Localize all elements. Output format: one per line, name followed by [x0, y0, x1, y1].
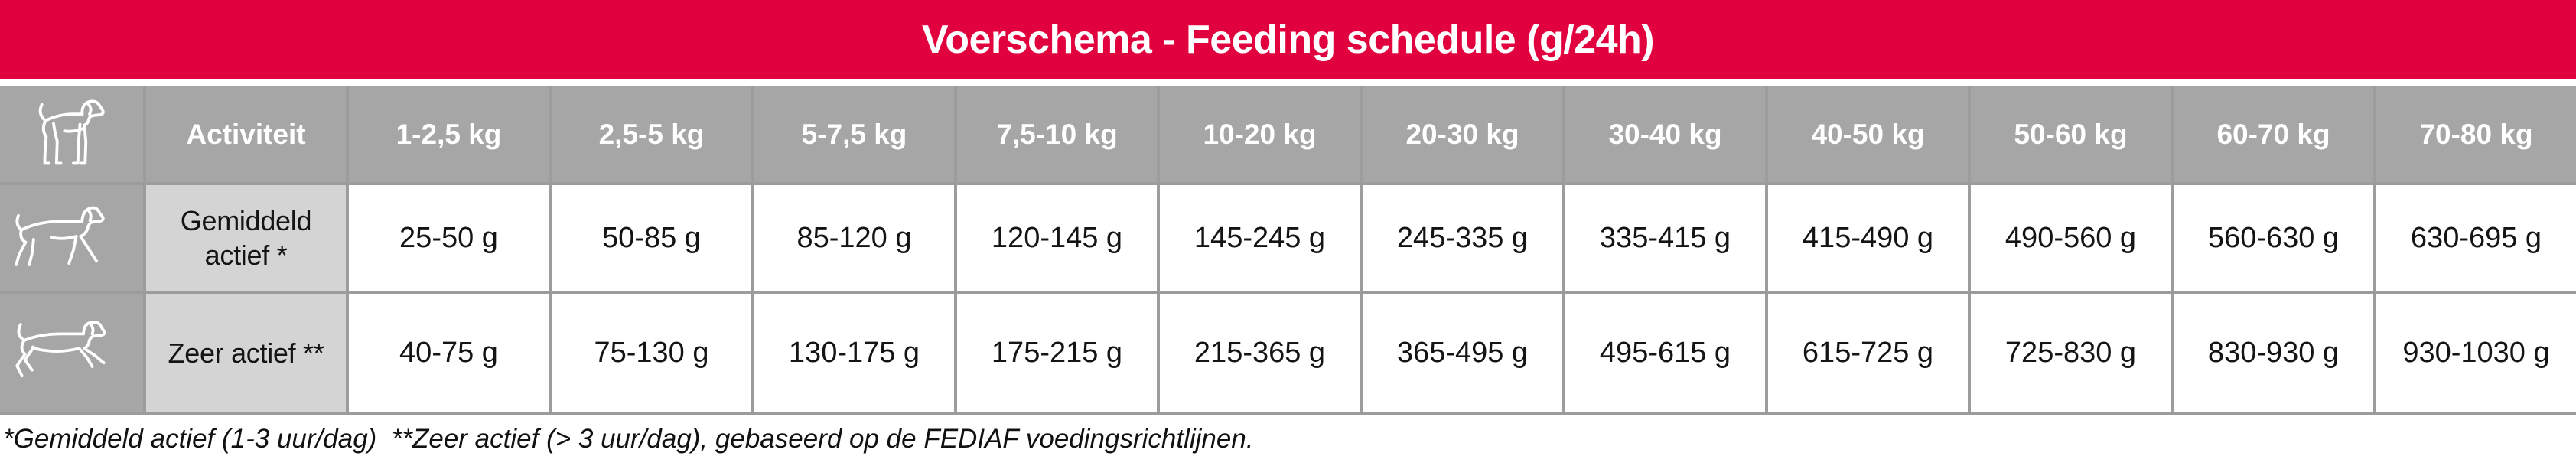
feeding-amount: 145-245 g	[1160, 185, 1360, 291]
column-header-weight: 70-80 kg	[2376, 86, 2576, 182]
footnote: *Gemiddeld actief (1-3 uur/dag) **Zeer a…	[3, 424, 1254, 454]
feeding-schedule-table: Activiteit 1-2,5 kg 2,5-5 kg 5-7,5 kg 7,…	[0, 86, 2576, 415]
column-header-weight: 10-20 kg	[1160, 86, 1360, 182]
feeding-amount: 725-830 g	[1971, 294, 2171, 412]
column-header-weight: 40-50 kg	[1768, 86, 1968, 182]
standing-dog-icon	[38, 99, 105, 164]
feeding-amount: 25-50 g	[349, 185, 549, 291]
column-header-weight: 2,5-5 kg	[552, 86, 751, 182]
row-icon-cell	[0, 185, 143, 291]
feeding-amount: 365-495 g	[1363, 294, 1562, 412]
column-header-weight: 1-2,5 kg	[349, 86, 549, 182]
feeding-amount: 175-215 g	[957, 294, 1157, 412]
title-bar: Voerschema - Feeding schedule (g/24h)	[0, 0, 2576, 79]
feeding-amount: 615-725 g	[1768, 294, 1968, 412]
feeding-amount: 560-630 g	[2174, 185, 2373, 291]
row-activity-label: Zeer actief **	[146, 294, 346, 412]
column-header-weight: 20-30 kg	[1363, 86, 1562, 182]
feeding-amount: 830-930 g	[2174, 294, 2373, 412]
row-icon-cell	[0, 294, 143, 412]
feeding-amount: 120-145 g	[957, 185, 1157, 291]
trotting-dog-icon	[14, 206, 105, 266]
row-activity-label: Gemiddeld actief *	[146, 185, 346, 291]
column-header-weight: 5-7,5 kg	[754, 86, 954, 182]
running-dog-icon	[15, 321, 106, 378]
feeding-amount: 335-415 g	[1565, 185, 1765, 291]
feeding-amount: 415-490 g	[1768, 185, 1968, 291]
feeding-amount: 495-615 g	[1565, 294, 1765, 412]
feeding-amount: 215-365 g	[1160, 294, 1360, 412]
column-header-weight: 7,5-10 kg	[957, 86, 1157, 182]
column-header-weight: 50-60 kg	[1971, 86, 2171, 182]
feeding-amount: 245-335 g	[1363, 185, 1562, 291]
feeding-amount: 40-75 g	[349, 294, 549, 412]
title-table-divider	[0, 79, 2576, 86]
feeding-amount: 930-1030 g	[2376, 294, 2576, 412]
feeding-amount: 130-175 g	[754, 294, 954, 412]
feeding-amount: 630-695 g	[2376, 185, 2576, 291]
feeding-amount: 50-85 g	[552, 185, 751, 291]
feeding-amount: 75-130 g	[552, 294, 751, 412]
feeding-amount: 85-120 g	[754, 185, 954, 291]
page-title: Voerschema - Feeding schedule (g/24h)	[921, 17, 1655, 62]
column-header-activity: Activiteit	[146, 86, 346, 182]
corner-icon-cell	[0, 86, 143, 182]
column-header-weight: 30-40 kg	[1565, 86, 1765, 182]
column-header-weight: 60-70 kg	[2174, 86, 2373, 182]
feeding-amount: 490-560 g	[1971, 185, 2171, 291]
